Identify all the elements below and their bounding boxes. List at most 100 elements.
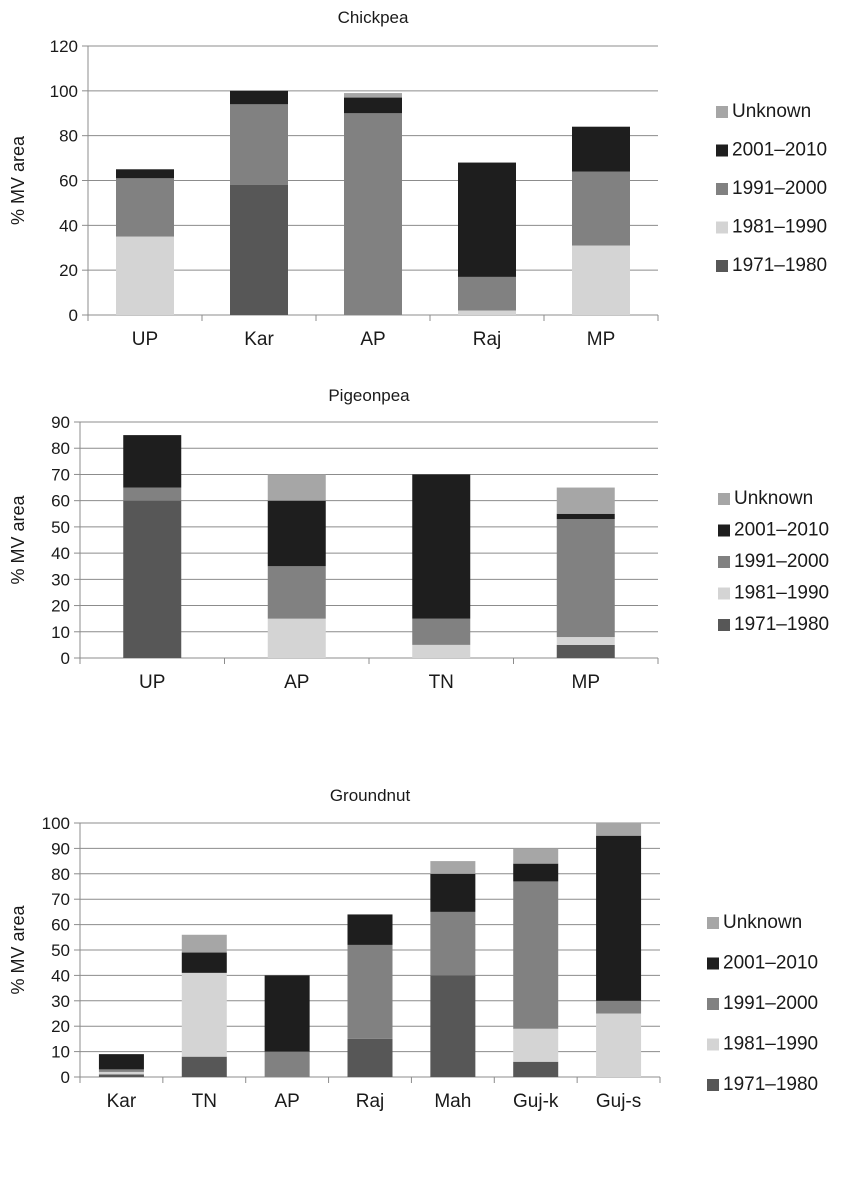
bar-segment — [347, 914, 393, 945]
x-tick-label: MP — [572, 672, 601, 693]
y-tick-label: 40 — [59, 216, 78, 235]
y-tick-label: 10 — [51, 1043, 70, 1062]
x-tick-label: Mah — [434, 1091, 471, 1112]
bar-segment — [98, 1071, 144, 1075]
y-axis-label: % MV area — [8, 495, 28, 585]
y-tick-label: 0 — [61, 1068, 70, 1087]
chart-chickpea: Chickpea 0 20 40 60 80 100 120 % MV area UP Kar AP R… — [8, 8, 827, 350]
chart-pigeonpea: Pigeonpea 0 10 20 30 40 50 60 70 80 90 % MV area UP A… — [8, 386, 829, 693]
x-tick-label: AP — [360, 329, 385, 350]
legend-swatch — [707, 998, 719, 1010]
y-tick-label: 50 — [51, 518, 70, 537]
y-tick-label: 60 — [59, 172, 78, 191]
legend-entry: 2001–2010 — [732, 140, 827, 161]
legend-swatch — [716, 144, 728, 157]
legend-entry: 1991–2000 — [732, 178, 827, 199]
bar-segment — [556, 487, 615, 514]
bar-segment — [267, 566, 326, 619]
y-tick-label: 100 — [50, 82, 78, 101]
legend-swatch — [716, 260, 728, 272]
bar-segment — [596, 1000, 642, 1014]
bar-segment — [556, 513, 615, 520]
bar-segment — [123, 500, 182, 658]
legend-swatch — [718, 619, 730, 631]
legend-entry: 1991–2000 — [723, 993, 818, 1014]
y-tick-label: 30 — [51, 570, 70, 589]
y-tick-label: 90 — [51, 839, 70, 858]
x-tick-label: AP — [284, 672, 309, 693]
bar-segment — [572, 245, 630, 315]
bar-segment — [98, 1069, 144, 1072]
y-tick-label: 90 — [51, 413, 70, 432]
bar-segment — [572, 126, 630, 172]
bar-segment — [347, 1038, 393, 1077]
chart-title: Pigeonpea — [328, 386, 410, 405]
bar-segment — [347, 944, 393, 1039]
y-tick-label: 20 — [51, 1017, 70, 1036]
bar-segment — [98, 1074, 144, 1077]
y-tick-label: 60 — [51, 492, 70, 511]
legend-entry: Unknown — [734, 488, 813, 509]
bar-segment — [513, 1061, 559, 1077]
y-tick-label: 0 — [69, 306, 78, 325]
bar-segment — [412, 618, 471, 645]
chart-groundnut: Groundnut 0 10 20 30 40 50 60 70 80 90 100 % MV area… — [8, 786, 818, 1112]
bar-segment — [556, 519, 615, 638]
bar-segment — [430, 873, 476, 912]
bar-segment — [264, 1051, 310, 1077]
bar-segment — [458, 310, 516, 315]
legend-entry: Unknown — [723, 912, 802, 933]
legend-swatch — [707, 1079, 719, 1091]
bar-segment — [230, 90, 288, 105]
bar-segment — [123, 435, 182, 488]
y-tick-label: 20 — [59, 261, 78, 280]
y-axis-label: % MV area — [8, 905, 28, 995]
x-tick-label: Kar — [244, 329, 274, 350]
x-tick-label: Raj — [473, 329, 502, 350]
bar-segment — [556, 644, 615, 658]
legend-swatch — [718, 587, 730, 600]
legend-swatch — [707, 957, 719, 970]
legend-swatch — [718, 493, 730, 505]
bar-segment — [344, 113, 402, 315]
y-axis-label: % MV area — [8, 135, 28, 225]
legend-swatch — [707, 1038, 719, 1051]
legend-entry: 1981–1990 — [732, 217, 827, 238]
legend-swatch — [716, 183, 728, 195]
x-tick-label: TN — [192, 1091, 217, 1112]
y-tick-label: 80 — [51, 865, 70, 884]
bar-segment — [513, 848, 559, 864]
bar-segment — [556, 637, 615, 645]
bar-segment — [116, 178, 174, 237]
x-tick-label: UP — [139, 672, 165, 693]
y-tick-label: 50 — [51, 941, 70, 960]
y-tick-label: 80 — [59, 127, 78, 146]
x-tick-label: MP — [587, 329, 616, 350]
x-tick-label: TN — [429, 672, 454, 693]
bar-segment — [412, 644, 471, 658]
bar-segment — [596, 1013, 642, 1077]
bar-segment — [230, 184, 288, 315]
bar-segment — [430, 975, 476, 1077]
y-tick-label: 20 — [51, 597, 70, 616]
bar-segment — [267, 500, 326, 567]
bar-segment — [267, 618, 326, 658]
y-tick-label: 120 — [50, 37, 78, 56]
bar-segment — [596, 823, 642, 836]
y-tick-label: 100 — [42, 814, 70, 833]
y-tick-label: 70 — [51, 890, 70, 909]
bar-segment — [513, 1028, 559, 1062]
x-tick-label: UP — [132, 329, 158, 350]
legend-entry: 2001–2010 — [734, 520, 829, 541]
chart-title: Chickpea — [338, 8, 409, 27]
bar-segment — [181, 1056, 227, 1077]
legend-entry: 2001–2010 — [723, 953, 818, 974]
y-tick-label: 80 — [51, 439, 70, 458]
bar-segment — [513, 863, 559, 882]
bar-segment — [344, 97, 402, 114]
bar-segment — [181, 972, 227, 1057]
bar-segment — [344, 93, 402, 98]
legend-entry: 1971–1980 — [723, 1074, 818, 1095]
x-tick-label: Kar — [107, 1091, 137, 1112]
